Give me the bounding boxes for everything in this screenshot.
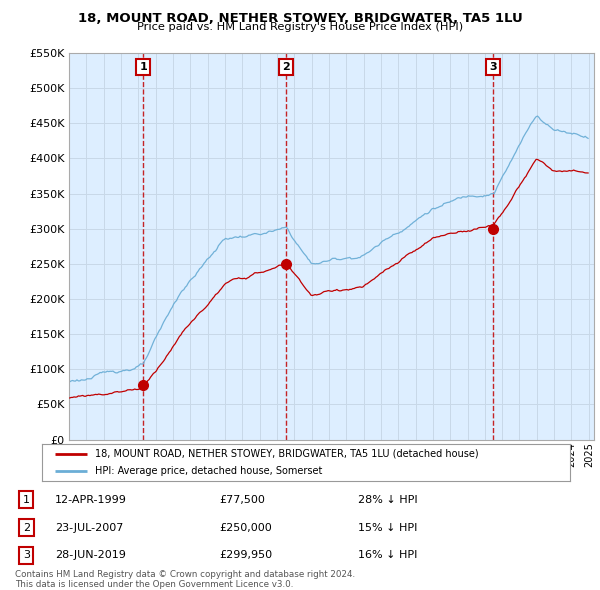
- Text: Price paid vs. HM Land Registry's House Price Index (HPI): Price paid vs. HM Land Registry's House …: [137, 22, 463, 32]
- Text: 18, MOUNT ROAD, NETHER STOWEY, BRIDGWATER, TA5 1LU: 18, MOUNT ROAD, NETHER STOWEY, BRIDGWATE…: [77, 12, 523, 25]
- Text: £299,950: £299,950: [220, 550, 272, 560]
- Text: 2: 2: [23, 523, 30, 533]
- Text: 28% ↓ HPI: 28% ↓ HPI: [358, 494, 417, 504]
- Text: 12-APR-1999: 12-APR-1999: [55, 494, 127, 504]
- Text: £250,000: £250,000: [220, 523, 272, 533]
- Text: 3: 3: [490, 62, 497, 72]
- Text: HPI: Average price, detached house, Somerset: HPI: Average price, detached house, Some…: [95, 466, 322, 476]
- Text: 28-JUN-2019: 28-JUN-2019: [55, 550, 126, 560]
- Text: 15% ↓ HPI: 15% ↓ HPI: [358, 523, 417, 533]
- Text: 1: 1: [139, 62, 147, 72]
- Text: 2: 2: [283, 62, 290, 72]
- Text: 18, MOUNT ROAD, NETHER STOWEY, BRIDGWATER, TA5 1LU (detached house): 18, MOUNT ROAD, NETHER STOWEY, BRIDGWATE…: [95, 449, 478, 458]
- Text: 3: 3: [23, 550, 30, 560]
- Text: 16% ↓ HPI: 16% ↓ HPI: [358, 550, 417, 560]
- Text: Contains HM Land Registry data © Crown copyright and database right 2024.
This d: Contains HM Land Registry data © Crown c…: [15, 570, 355, 589]
- Text: 1: 1: [23, 494, 30, 504]
- Text: 23-JUL-2007: 23-JUL-2007: [55, 523, 124, 533]
- Text: £77,500: £77,500: [220, 494, 265, 504]
